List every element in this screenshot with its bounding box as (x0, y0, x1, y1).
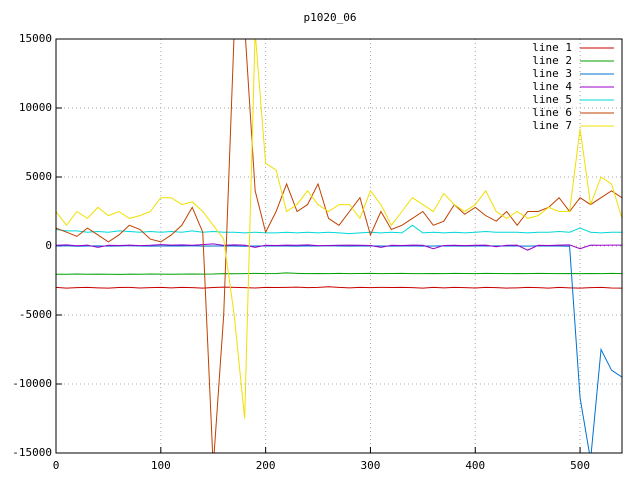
y-tick-label: 0 (45, 239, 52, 252)
data-line (56, 243, 622, 251)
legend-label: line 2 (532, 54, 572, 67)
x-tick-label: 100 (151, 459, 171, 472)
x-tick-label: 300 (361, 459, 381, 472)
data-line (56, 224, 622, 235)
y-tick-label: -10000 (12, 377, 52, 390)
x-tick-label: 500 (570, 459, 590, 472)
legend-label: line 4 (532, 80, 572, 93)
x-tick-label: 0 (53, 459, 60, 472)
x-tick-label: 400 (465, 459, 485, 472)
data-line (56, 245, 622, 453)
y-tick-label: 10000 (19, 101, 52, 114)
data-line (56, 286, 622, 289)
data-line (56, 39, 622, 419)
y-tick-label: -15000 (12, 446, 52, 459)
legend-label: line 1 (532, 41, 572, 54)
y-tick-label: 5000 (26, 170, 53, 183)
legend-label: line 5 (532, 93, 572, 106)
plot-lines (56, 39, 622, 453)
y-tick-label: -5000 (19, 308, 52, 321)
plot-frame (55, 38, 623, 454)
legend-label: line 6 (532, 106, 572, 119)
legend-label: line 7 (532, 119, 572, 132)
y-tick-label: 15000 (19, 32, 52, 45)
x-tick-label: 200 (256, 459, 276, 472)
legend-label: line 3 (532, 67, 572, 80)
data-line (56, 39, 622, 453)
data-line (56, 272, 622, 275)
chart-title: p1020_06 (304, 11, 357, 24)
